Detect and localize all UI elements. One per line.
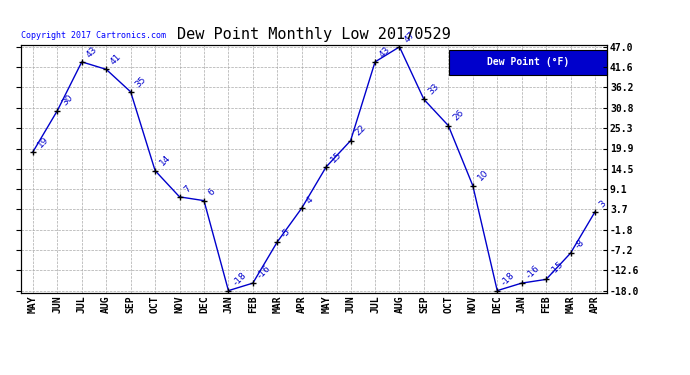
FancyBboxPatch shape [448,50,607,75]
Text: 7: 7 [182,184,193,194]
Text: 30: 30 [60,93,75,108]
Text: Dew Point (°F): Dew Point (°F) [487,57,569,68]
Text: -15: -15 [549,260,566,277]
Text: 19: 19 [36,135,50,149]
Text: 33: 33 [426,82,441,97]
Text: -5: -5 [280,226,293,239]
Text: 26: 26 [451,108,466,123]
Title: Dew Point Monthly Low 20170529: Dew Point Monthly Low 20170529 [177,27,451,42]
Text: 43: 43 [378,45,392,59]
Text: 47: 47 [402,30,417,44]
Text: -18: -18 [231,271,248,288]
Text: Copyright 2017 Cartronics.com: Copyright 2017 Cartronics.com [21,31,166,40]
Text: -8: -8 [573,238,586,250]
Text: 15: 15 [329,150,344,164]
Text: 10: 10 [475,168,490,183]
Text: 3: 3 [598,199,608,209]
Text: 35: 35 [133,75,148,89]
Text: 41: 41 [109,52,124,67]
Text: -16: -16 [524,264,541,280]
Text: 4: 4 [304,195,315,206]
Text: 14: 14 [158,153,172,168]
Text: -16: -16 [255,264,273,280]
Text: -18: -18 [500,271,517,288]
Text: 6: 6 [207,188,217,198]
Text: 43: 43 [85,45,99,59]
Text: 22: 22 [353,123,368,138]
